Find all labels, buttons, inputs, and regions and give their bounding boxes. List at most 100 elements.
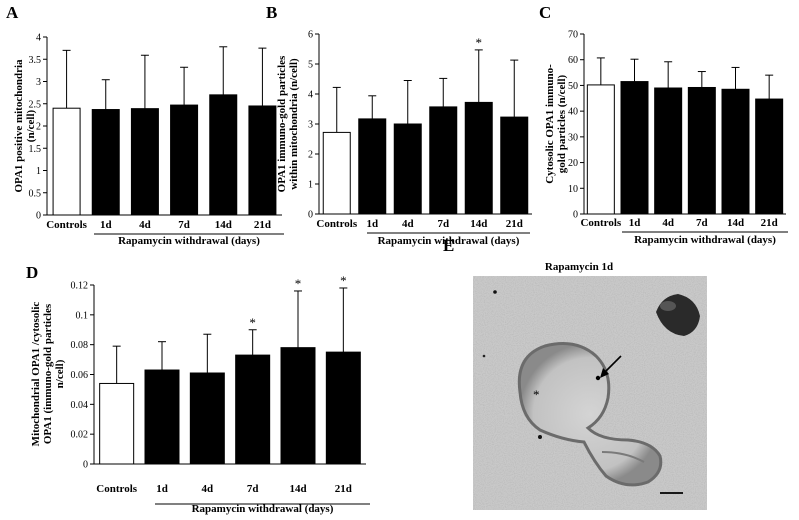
y-tick-label: 0	[83, 460, 88, 471]
y-tick-label: 0.08	[71, 340, 89, 351]
y-tick-label: 70	[568, 30, 578, 41]
bar	[755, 98, 784, 215]
bar	[248, 105, 277, 216]
bar	[687, 86, 716, 215]
y-axis-label: OPA1 immuno-gold particleswithin mitocho…	[276, 55, 300, 192]
y-tick-label: 0.12	[71, 281, 89, 292]
y-tick-label: 2.5	[29, 99, 42, 110]
y-tick-label: 3.5	[29, 55, 42, 66]
x-tick-label: 21d	[335, 483, 352, 495]
bar	[280, 347, 316, 465]
bar	[235, 354, 271, 465]
y-tick-label: 0.06	[71, 370, 89, 381]
y-tick-label: 3	[36, 77, 41, 88]
x-tick-label: 21d	[761, 217, 778, 229]
y-tick-label: 30	[568, 132, 578, 143]
chart-panel-d: D 0 0.02 0.04 0.06 0.08 0.1 0.12 Mitochondrial O…	[26, 263, 370, 515]
x-axis-label: Rapamycin withdrawal (days)	[192, 503, 334, 515]
bar	[393, 123, 422, 215]
bar	[654, 87, 683, 215]
micrograph-title: Rapamycin 1d	[545, 261, 613, 273]
significance-marker: *	[340, 273, 347, 288]
y-tick-label: 0.5	[29, 188, 42, 199]
y-tick-label: 1	[308, 180, 313, 191]
x-tick-label: 1d	[156, 483, 168, 495]
bar	[130, 108, 159, 216]
panel-letter: D	[26, 263, 38, 282]
bar	[52, 107, 81, 216]
x-tick-label: 1d	[366, 218, 378, 230]
significance-marker: *	[476, 35, 483, 50]
charts-layer: A 0 0.5 1 1.5 2 2.5 3 3.5 4 OPA1 positive mitochon…	[6, 3, 788, 515]
x-tick-label: 4d	[202, 483, 214, 495]
y-tick-label: 2	[36, 122, 41, 133]
mitochondrion-membrane	[517, 342, 663, 487]
x-axis-label: Rapamycin withdrawal (days)	[118, 235, 260, 247]
chart-panel-c: C 0 10 20 30 40 50 60 70 Cytosolic OPA1 immuno-go…	[539, 3, 788, 246]
bar	[586, 84, 615, 215]
x-tick-label: 14d	[289, 483, 306, 495]
bar	[429, 106, 458, 215]
em-micrograph-image: *	[473, 276, 707, 510]
x-tick-label: 7d	[696, 217, 708, 229]
x-tick-label: 7d	[178, 219, 190, 231]
y-tick-label: 2	[308, 150, 313, 161]
panel-letter-e: E	[443, 236, 454, 255]
y-tick-label: 0.04	[71, 400, 89, 411]
y-tick-label: 20	[568, 158, 578, 169]
bar	[91, 109, 120, 216]
significance-marker: *	[249, 315, 256, 330]
bar	[358, 118, 387, 215]
bar	[721, 88, 750, 215]
panel-letter: B	[266, 3, 277, 22]
y-tick-label: 5	[308, 60, 313, 71]
arrow-head	[600, 368, 609, 378]
y-tick-label: 0	[573, 210, 578, 221]
panel-letter: A	[6, 3, 19, 22]
x-tick-label: 14d	[470, 218, 487, 230]
y-tick-label: 10	[568, 184, 578, 195]
micrograph-asterisk: *	[533, 387, 540, 402]
y-tick-label: 6	[308, 30, 313, 41]
y-tick-label: 3	[308, 120, 313, 131]
y-tick-label: 0.02	[71, 430, 89, 441]
y-axis-label: OPA1 positive mitochondria(n/cell)	[13, 59, 37, 193]
x-tick-label: 4d	[662, 217, 674, 229]
bar	[322, 131, 351, 215]
x-tick-label: 1d	[100, 219, 112, 231]
panel-e: E Rapamycin 1d *	[443, 236, 707, 510]
x-tick-label: 21d	[506, 218, 523, 230]
bar	[620, 81, 649, 215]
bar	[144, 369, 180, 465]
chart-panel-a: A 0 0.5 1 1.5 2 2.5 3 3.5 4 OPA1 positive mitochon…	[6, 3, 284, 247]
y-tick-label: 0	[36, 211, 41, 222]
bar	[209, 94, 238, 216]
y-tick-label: 50	[568, 81, 578, 92]
bar	[500, 116, 529, 215]
y-axis-label: Mitochondrial OPA1 /cytosolicOPA1 (immun…	[30, 302, 66, 447]
y-tick-label: 4	[36, 33, 41, 44]
x-tick-label: Controls	[96, 483, 137, 495]
x-axis-label: Rapamycin withdrawal (days)	[634, 234, 776, 246]
bar	[464, 101, 493, 215]
x-tick-label: 14d	[727, 217, 744, 229]
x-axis-label: Rapamycin withdrawal (days)	[378, 235, 520, 247]
y-tick-label: 1.5	[29, 144, 42, 155]
bar	[189, 372, 225, 465]
y-tick-label: 0.1	[76, 310, 89, 321]
x-tick-label: 21d	[254, 219, 271, 231]
x-tick-label: Controls	[580, 217, 621, 229]
x-tick-label: Controls	[46, 219, 87, 231]
bar	[170, 104, 199, 216]
y-tick-label: 40	[568, 107, 578, 118]
bar	[99, 382, 135, 465]
x-tick-label: 14d	[215, 219, 232, 231]
chart-panel-b: B 0 1 2 3 4 5 6 OPA1 immuno-gold particleswithin…	[266, 3, 532, 247]
x-tick-label: 4d	[402, 218, 414, 230]
y-tick-label: 60	[568, 55, 578, 66]
bar	[325, 351, 361, 465]
x-tick-label: Controls	[316, 218, 357, 230]
y-tick-label: 1	[36, 166, 41, 177]
panel-letter: C	[539, 3, 551, 22]
